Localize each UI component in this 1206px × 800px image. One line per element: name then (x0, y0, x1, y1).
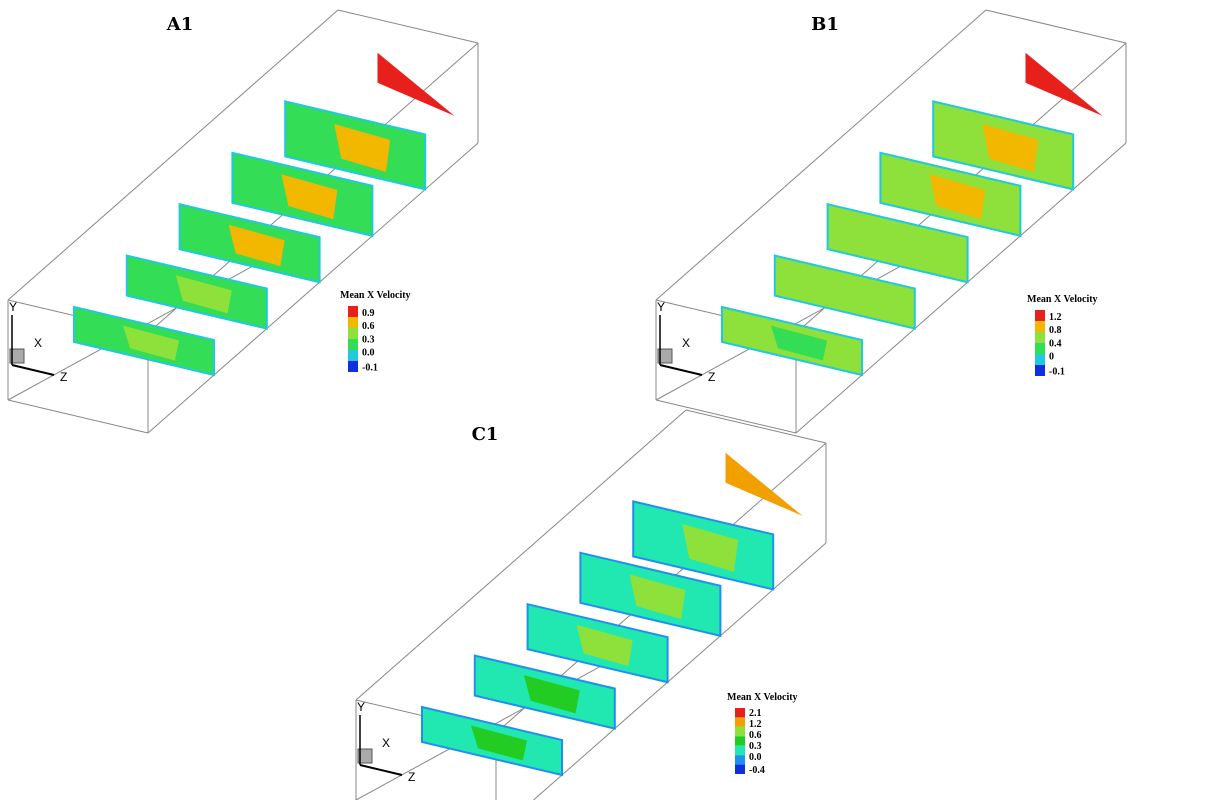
panel-label: C1 (472, 424, 499, 445)
box-edge (8, 400, 148, 433)
axis-label: X (382, 736, 390, 750)
contour-wedge (378, 53, 455, 116)
panel: A1 Y X Z Mean X Velocity 0.9 0.6 0.3 0.0 -0.1 (8, 10, 478, 433)
legend-label: 0.0 (749, 752, 762, 763)
axis-label: Y (357, 700, 365, 714)
legend-swatch (348, 306, 358, 317)
legend-label: 0.6 (362, 321, 375, 332)
legend-label: 1.2 (749, 719, 762, 730)
legend-swatch (735, 727, 745, 736)
legend-swatch (1035, 343, 1045, 354)
legend-swatch (348, 350, 358, 361)
figure: A1YXZMean X Velocity0.90.60.30.0-0.1B1YX… (0, 0, 1206, 800)
legend-label: 0.8 (1049, 325, 1062, 336)
legend-label: 0 (1049, 351, 1054, 362)
legend-label: 0.6 (749, 730, 762, 741)
box-edge (686, 410, 826, 443)
legend-swatch (348, 361, 358, 372)
box-edge (656, 400, 796, 433)
axis-z (12, 365, 54, 375)
panel: B1 Y X Z Mean X Velocity 1.2 0.8 0.4 0 -0.1 (656, 10, 1126, 433)
legend-label: -0.1 (1049, 367, 1065, 378)
legend-title: Mean X Velocity (340, 290, 411, 301)
legend-label: 0.3 (362, 334, 375, 345)
axis-label: Y (9, 300, 17, 314)
legend-label: 0.0 (362, 347, 375, 358)
legend-swatch (735, 708, 745, 717)
legend-swatch (735, 746, 745, 755)
axis-label: X (34, 336, 42, 350)
legend-swatch (735, 755, 745, 764)
panel-label: B1 (811, 14, 839, 35)
legend-label: 0.4 (1049, 338, 1062, 349)
axis-z (360, 765, 402, 775)
legend-swatch (735, 765, 745, 774)
axis-label: Z (708, 370, 715, 384)
legend-swatch (1035, 354, 1045, 365)
legend-swatch (1035, 332, 1045, 343)
legend-swatch (348, 328, 358, 339)
legend-title: Mean X Velocity (1027, 294, 1098, 305)
legend-swatch (1035, 365, 1045, 376)
legend-label: -0.4 (749, 765, 765, 776)
legend-label: 0.9 (362, 308, 375, 319)
legend-label: 0.3 (749, 741, 762, 752)
panel-label: A1 (166, 14, 194, 35)
legend-swatch (348, 317, 358, 328)
legend-title: Mean X Velocity (727, 692, 798, 703)
legend-swatch (1035, 321, 1045, 332)
axis-label: X (682, 336, 690, 350)
legend-label: 1.2 (1049, 312, 1062, 323)
axis-label: Y (657, 300, 665, 314)
legend-swatch (1035, 310, 1045, 321)
legend-swatch (348, 339, 358, 350)
legend-swatch (735, 717, 745, 726)
axis-label: Z (60, 370, 67, 384)
axis-label: Z (408, 770, 415, 784)
contour-wedge (726, 453, 803, 516)
legend-swatch (735, 736, 745, 745)
contour-wedge (1026, 53, 1103, 116)
box-edge (986, 10, 1126, 43)
box-edge (338, 10, 478, 43)
legend-label: -0.1 (362, 363, 378, 374)
panel: C1 Y X Z Mean X Velocity 2.11.20.60.30.0 -0.4 (356, 410, 826, 800)
legend-label: 2.1 (749, 708, 762, 719)
axis-z (660, 365, 702, 375)
